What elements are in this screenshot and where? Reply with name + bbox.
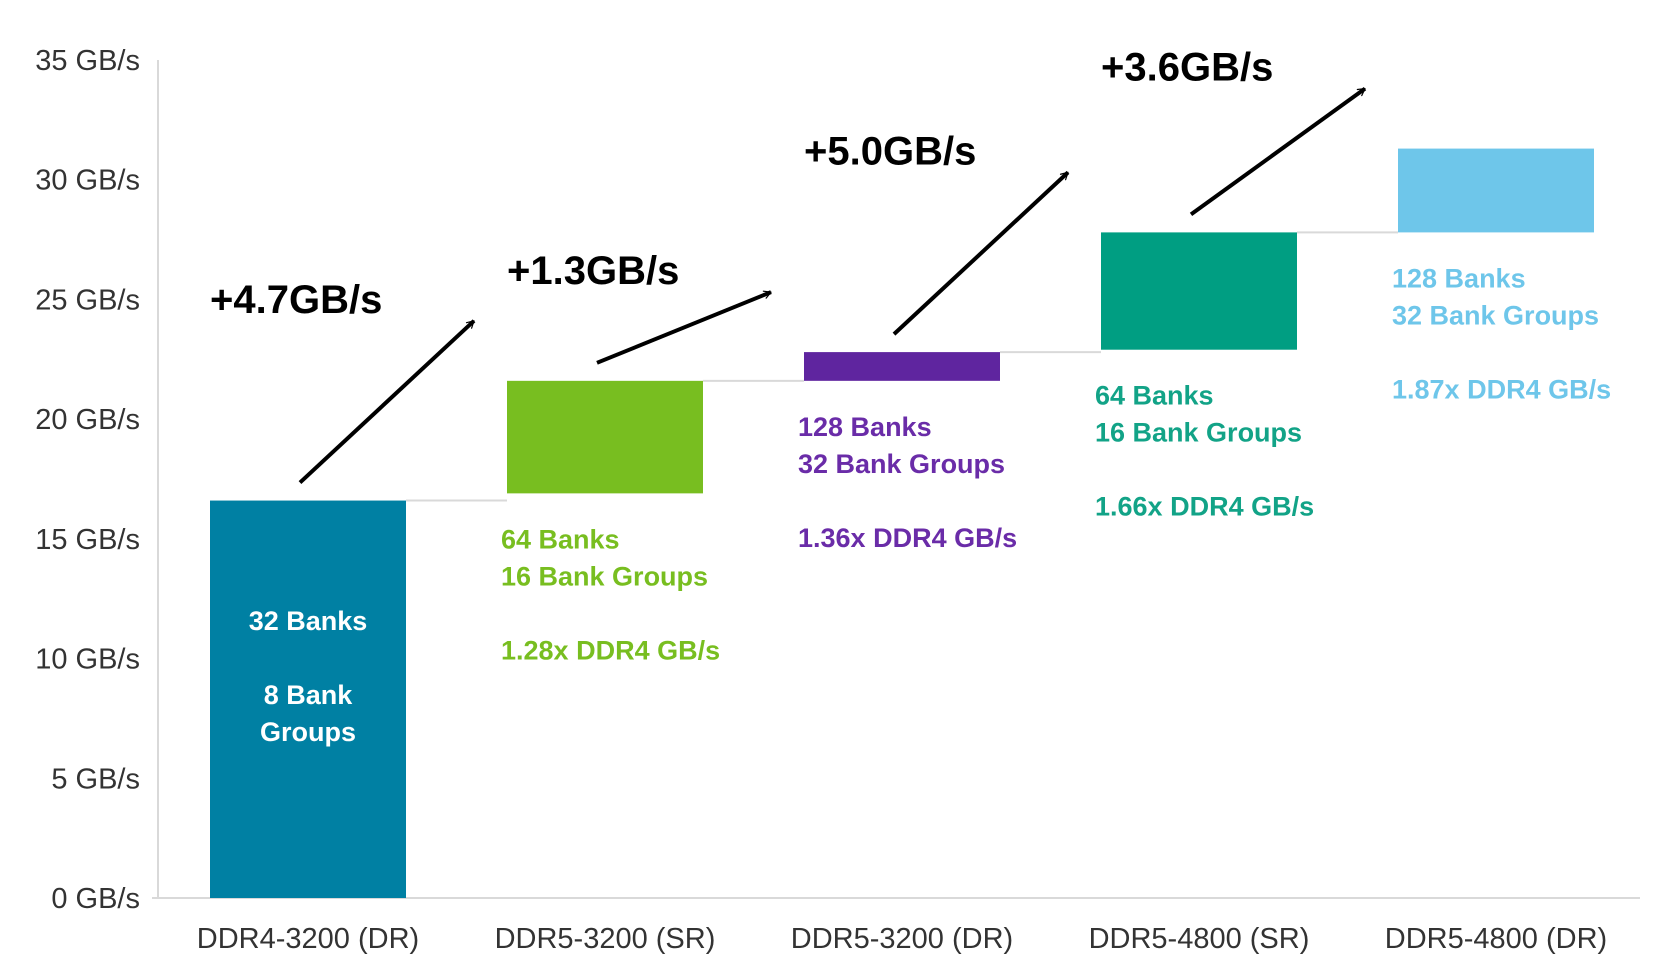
bar-label: 1.28x DDR4 GB/s (501, 635, 720, 665)
bar-label: 16 Bank Groups (501, 561, 708, 591)
bar-label: 16 Bank Groups (1095, 418, 1302, 448)
bar-label: 128 Banks (798, 412, 932, 442)
bar-label: 1.36x DDR4 GB/s (798, 523, 1017, 553)
delta-arrow (1189, 86, 1367, 217)
x-tick-label: DDR5-3200 (DR) (791, 923, 1013, 955)
y-tick-label: 15 GB/s (35, 524, 140, 556)
bar-annotations: 32 Banks 8 Bank Groups 64 Banks 16 Bank Grou… (249, 263, 1611, 746)
bar (210, 500, 406, 898)
y-tick-label: 5 GB/s (51, 763, 140, 795)
delta-label: +5.0GB/s (804, 129, 976, 173)
x-tick-label: DDR5-4800 (SR) (1089, 923, 1310, 955)
delta-arrow (596, 290, 772, 365)
bar-label: 1.87x DDR4 GB/s (1392, 374, 1611, 404)
y-tick-label: 0 GB/s (51, 883, 140, 915)
bars (210, 148, 1594, 898)
bar-label: 128 Banks (1392, 263, 1526, 293)
x-tick-label: DDR5-3200 (SR) (495, 923, 716, 955)
bar-label: Groups (260, 717, 356, 747)
bar (1101, 232, 1297, 350)
delta-arrow (892, 170, 1070, 336)
delta-label: +1.3GB/s (507, 249, 679, 293)
connector-lines (406, 231, 1398, 502)
bar (507, 380, 703, 494)
bar (804, 352, 1000, 381)
bar-label: 64 Banks (501, 524, 620, 554)
bar-label: 8 Bank (264, 680, 354, 710)
bar-label: 32 Bank Groups (1392, 300, 1599, 330)
delta-label: +4.7GB/s (210, 278, 382, 322)
x-tick-label: DDR5-4800 (DR) (1385, 923, 1607, 955)
y-tick-label: 20 GB/s (35, 404, 140, 436)
bar-label: 32 Banks (249, 606, 368, 636)
delta-label: +3.6GB/s (1101, 46, 1273, 90)
x-tick-labels: DDR4-3200 (DR) DDR5-3200 (SR) DDR5-3200 (D… (197, 923, 1607, 955)
y-tick-labels: 0 GB/s 5 GB/s 10 GB/s 15 GB/s 20 GB/s 25 GB/s… (35, 45, 140, 915)
y-tick-label: 25 GB/s (35, 284, 140, 316)
x-tick-label: DDR4-3200 (DR) (197, 923, 419, 955)
bar (1398, 148, 1594, 233)
bar-label: 64 Banks (1095, 381, 1214, 411)
y-tick-label: 10 GB/s (35, 644, 140, 676)
y-tick-label: 30 GB/s (35, 165, 140, 197)
y-tick-label: 35 GB/s (35, 45, 140, 77)
bar-label: 32 Bank Groups (798, 449, 1005, 479)
delta-arrows: +4.7GB/s +1.3GB/s +5.0GB/s +3.6GB/s (210, 46, 1367, 485)
bar-label: 1.66x DDR4 GB/s (1095, 492, 1314, 522)
delta-arrow (298, 319, 476, 485)
